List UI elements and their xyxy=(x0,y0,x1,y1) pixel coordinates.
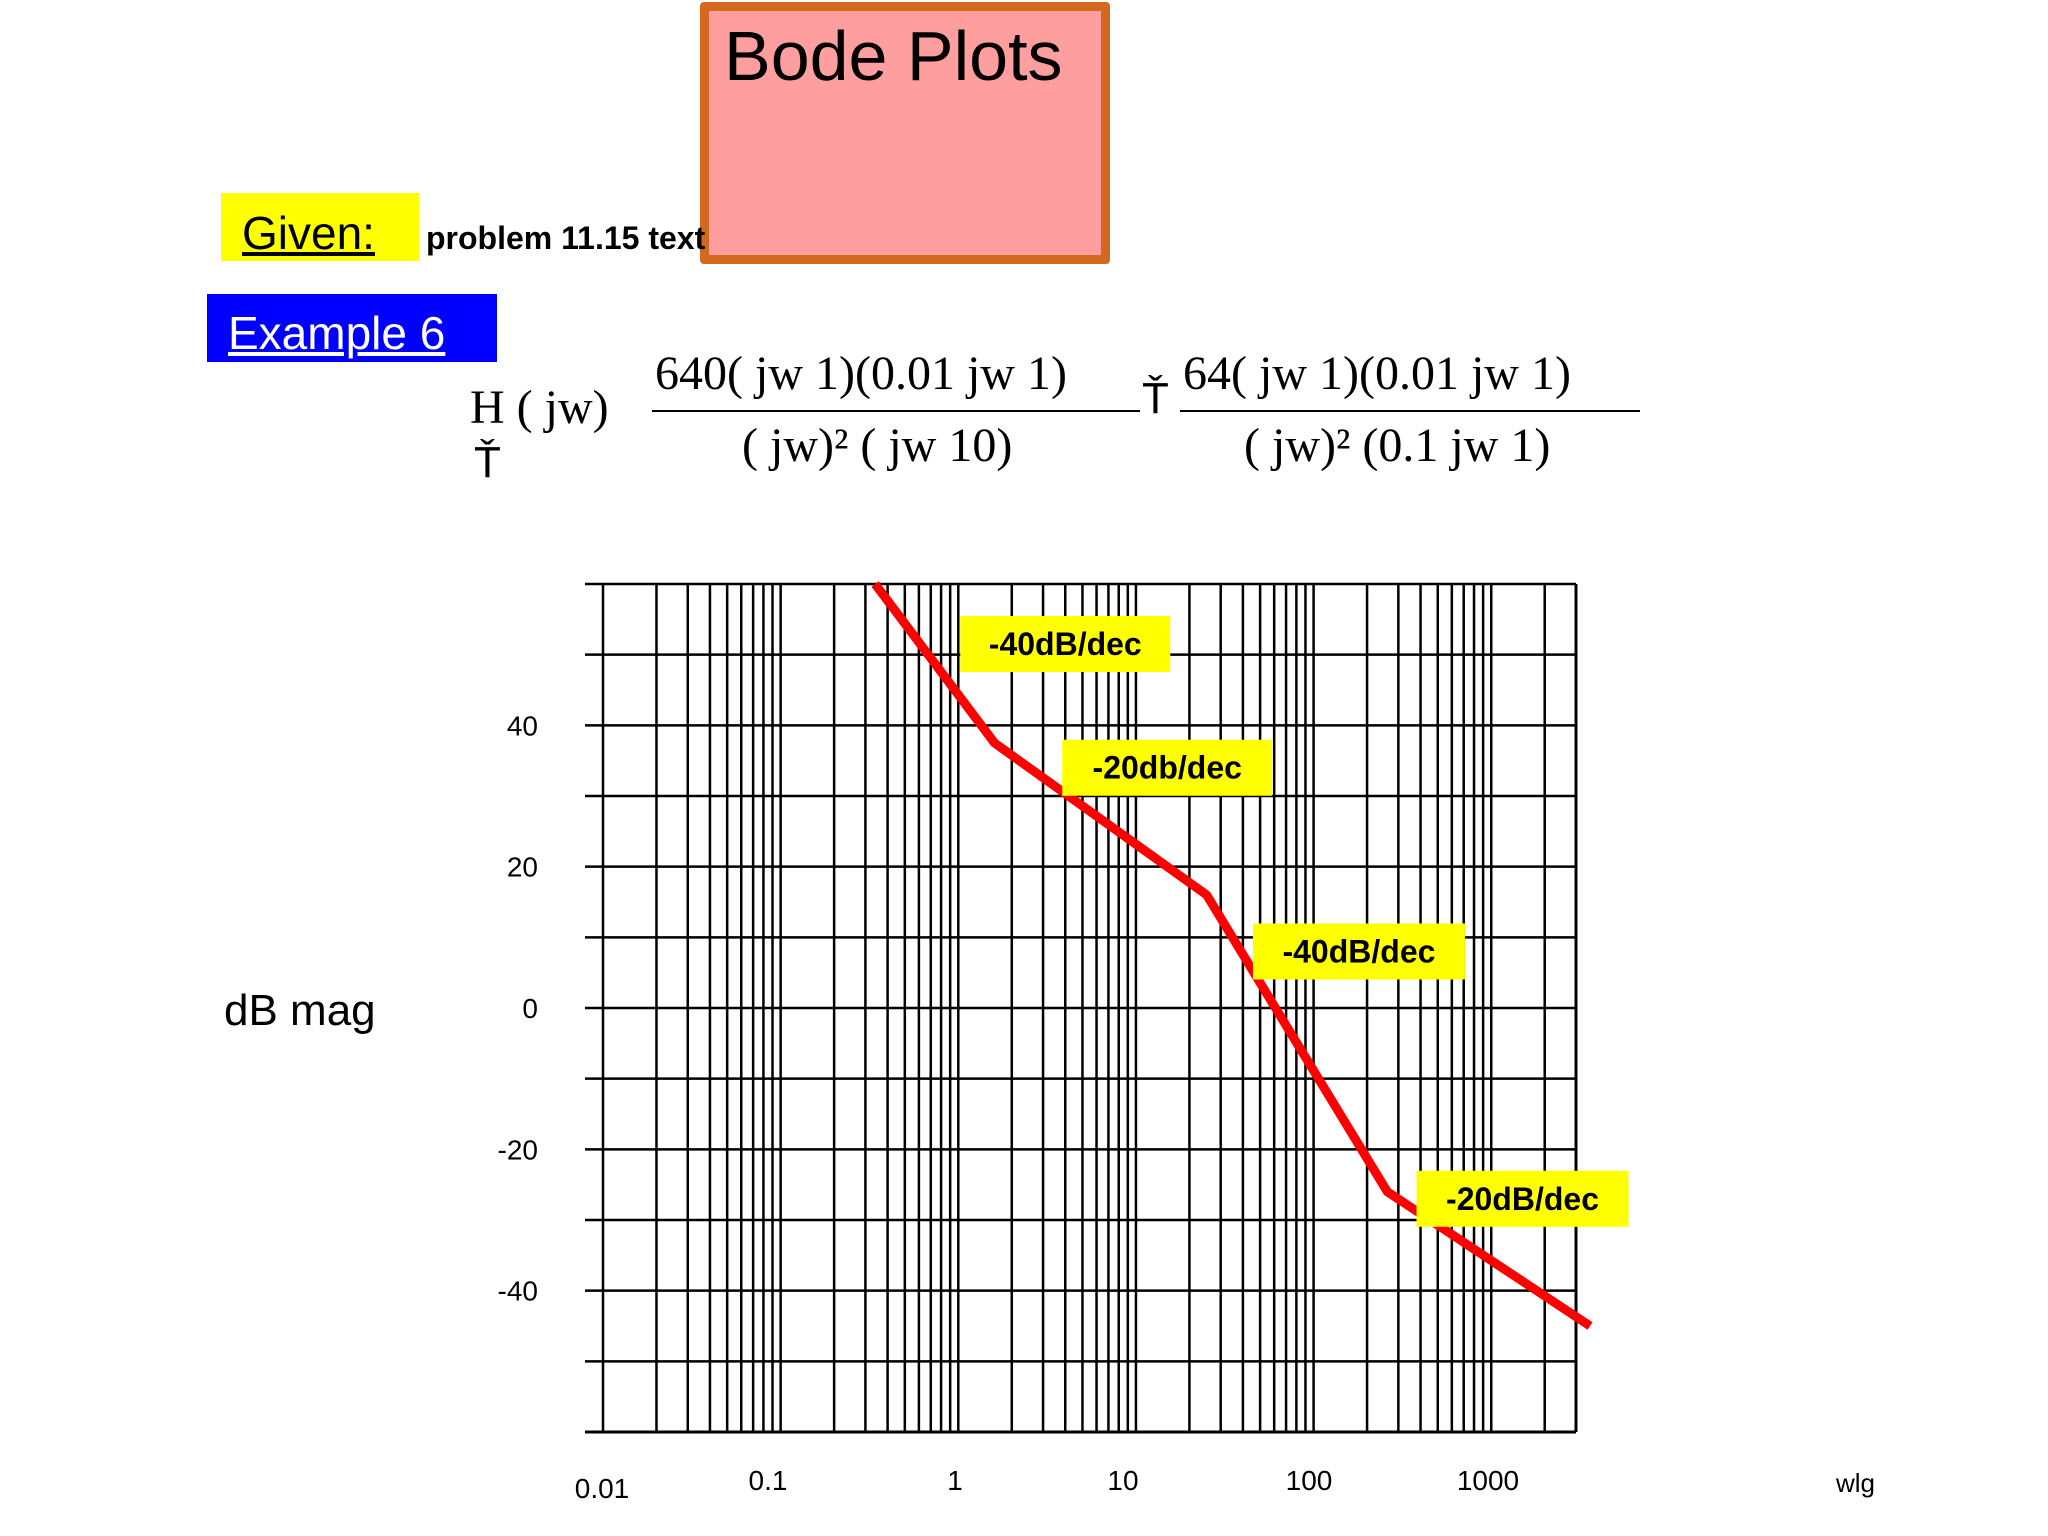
slope-annotation-box xyxy=(960,616,1171,673)
given-label[interactable]: Given: xyxy=(242,207,375,259)
x-tick-label: 0.1 xyxy=(749,1465,788,1496)
slide-title: Bode Plots xyxy=(724,17,1063,95)
slope-annotation-box xyxy=(1062,739,1273,796)
equation-frac2-numerator: 64( jw 1)(0.01 jw 1) xyxy=(1183,347,1571,400)
slope-annotation-label: -20dB/dec xyxy=(1446,1181,1599,1217)
equation-lhs: H ( jw) xyxy=(470,381,609,434)
equation-mid-equals: Ť xyxy=(1142,374,1169,423)
slope-annotation-label: -40dB/dec xyxy=(989,626,1142,662)
y-tick-label: 20 xyxy=(507,852,538,883)
slope-annotation-label: -40dB/dec xyxy=(1282,933,1435,969)
x-tick-label: 100 xyxy=(1286,1465,1333,1496)
problem-text: problem 11.15 text xyxy=(426,220,706,256)
x-tick-label: 10 xyxy=(1107,1465,1138,1496)
equation-lhs-equals: Ť xyxy=(474,438,501,487)
equation-frac2-denominator: ( jw)² (0.1 jw 1) xyxy=(1244,419,1551,472)
slope-annotation-box xyxy=(1252,923,1465,980)
y-axis-label: dB mag xyxy=(224,986,376,1035)
equation-frac1-numerator: 640( jw 1)(0.01 jw 1) xyxy=(655,347,1067,400)
equation-frac1-denominator: ( jw)² ( jw 10) xyxy=(742,419,1013,472)
equation-frac1-line xyxy=(652,410,1140,412)
y-tick-label: 40 xyxy=(507,710,538,741)
y-tick-label: -40 xyxy=(498,1276,538,1307)
x-tick-label: 1000 xyxy=(1457,1465,1519,1496)
x-tick-label: 1 xyxy=(947,1465,963,1496)
slope-annotation-label: -20db/dec xyxy=(1093,750,1242,786)
y-tick-label: -20 xyxy=(498,1134,538,1165)
x-tick-label: 0.01 xyxy=(575,1473,630,1504)
slope-annotation-box xyxy=(1416,1170,1629,1227)
given-highlight xyxy=(221,193,419,261)
title-box xyxy=(700,2,1110,264)
x-axis-label: wlg xyxy=(1836,1468,1876,1498)
y-tick-label: 0 xyxy=(522,993,538,1024)
example-highlight xyxy=(207,294,497,362)
equation-frac2-line xyxy=(1180,410,1640,412)
example-label[interactable]: Example 6 xyxy=(228,307,446,359)
